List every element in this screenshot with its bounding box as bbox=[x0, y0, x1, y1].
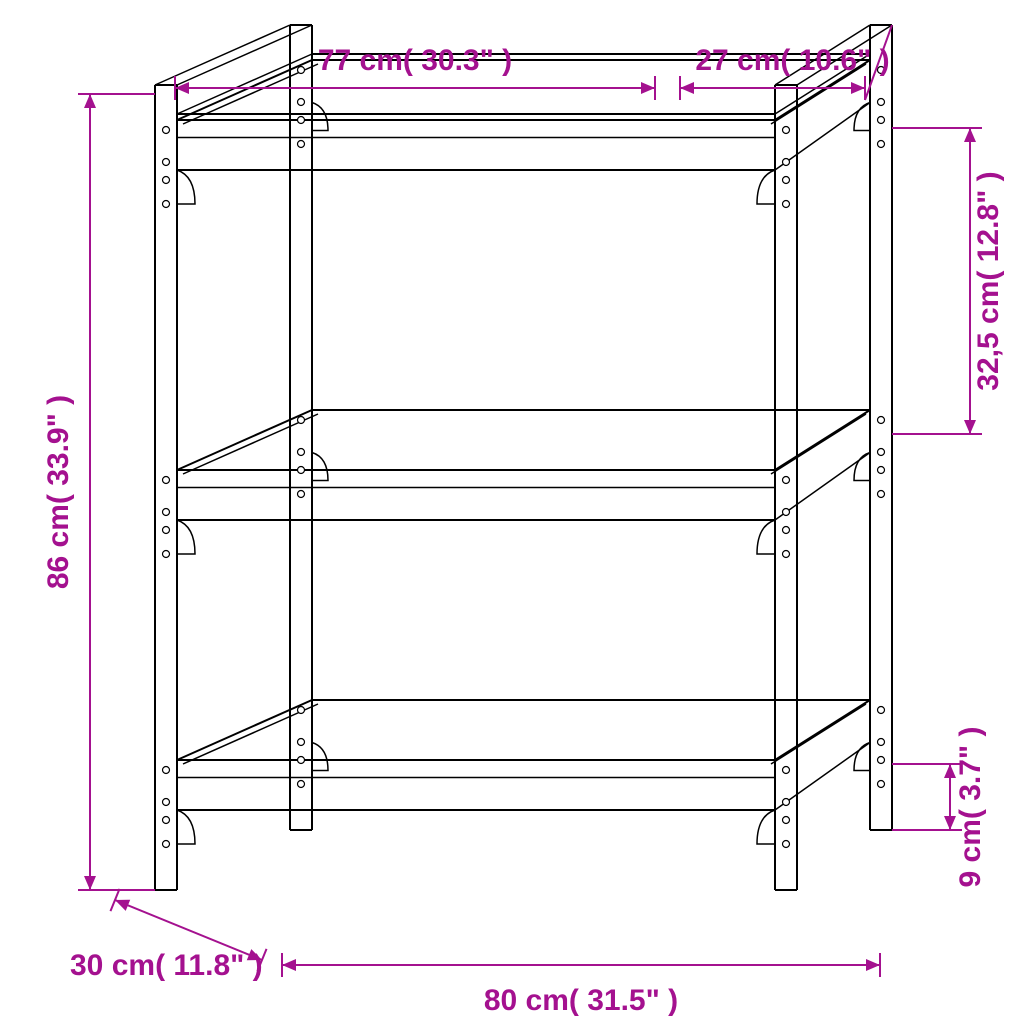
shelf-unit-drawing bbox=[155, 25, 892, 890]
dim-depth: 30 cm( 11.8" ) bbox=[70, 949, 263, 982]
dim-shelf-spacing: 32,5 cm( 12.8" ) bbox=[972, 171, 1005, 390]
dim-top-depth: 27 cm( 10.6" ) bbox=[695, 44, 889, 77]
dim-leg-clearance: 9 cm( 3.7" ) bbox=[954, 727, 987, 888]
dimension-annotations bbox=[78, 25, 982, 977]
dim-width: 80 cm( 31.5" ) bbox=[484, 984, 678, 1017]
dim-top-width: 77 cm( 30.3" ) bbox=[318, 44, 512, 77]
dim-height: 86 cm( 33.9" ) bbox=[42, 395, 75, 589]
